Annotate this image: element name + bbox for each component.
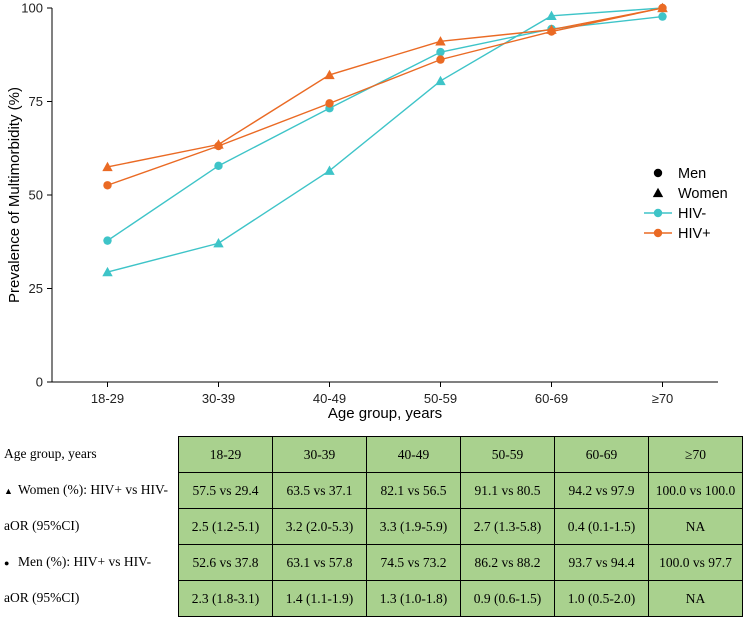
legend-item: Women bbox=[652, 186, 728, 202]
table-row: 2.5 (1.2-5.1) 3.2 (2.0-5.3) 3.3 (1.9-5.9… bbox=[178, 508, 743, 545]
y-axis-title: Prevalence of Multimorbidity (%) bbox=[6, 87, 23, 303]
triangle-icon: ▲ bbox=[4, 486, 13, 496]
chart-series bbox=[102, 2, 668, 277]
data-point bbox=[213, 139, 224, 149]
legend-item: HIV- bbox=[644, 206, 706, 222]
header-cell: ≥70 bbox=[648, 436, 743, 473]
legend-label: Men bbox=[678, 166, 706, 182]
table-cell: 2.5 (1.2-5.1) bbox=[178, 508, 273, 545]
table-row: 52.6 vs 37.8 63.1 vs 57.8 74.5 vs 73.2 8… bbox=[178, 544, 743, 581]
y-tick-label: 50 bbox=[29, 188, 43, 203]
x-tick-label: 30-39 bbox=[202, 391, 235, 406]
data-point bbox=[103, 181, 112, 190]
table-cell: 0.9 (0.6-1.5) bbox=[460, 580, 555, 617]
table-cell: 91.1 vs 80.5 bbox=[460, 472, 555, 509]
circle-icon bbox=[653, 168, 663, 178]
series-hiv-men bbox=[103, 3, 667, 190]
row-label-women-aor: aOR (95%CI) bbox=[4, 518, 80, 533]
triangle-icon bbox=[652, 187, 664, 198]
table-cell: 1.4 (1.1-1.9) bbox=[272, 580, 367, 617]
data-point bbox=[435, 75, 446, 86]
data-point bbox=[324, 69, 335, 80]
table-cell: 3.3 (1.9-5.9) bbox=[366, 508, 461, 545]
table-cell: 1.3 (1.0-1.8) bbox=[366, 580, 461, 617]
data-point bbox=[102, 266, 113, 277]
series-line bbox=[107, 7, 663, 273]
row-label-men-aor: aOR (95%CI) bbox=[4, 590, 80, 605]
series-line bbox=[107, 7, 663, 186]
table-cell: 1.0 (0.5-2.0) bbox=[554, 580, 649, 617]
circle-icon bbox=[653, 208, 663, 218]
table-cell: 86.2 vs 88.2 bbox=[460, 544, 555, 581]
table-cell: 52.6 vs 37.8 bbox=[178, 544, 273, 581]
data-point bbox=[436, 47, 445, 57]
y-tick-label: 0 bbox=[36, 375, 43, 390]
table-row: 2.3 (1.8-3.1) 1.4 (1.1-1.9) 1.3 (1.0-1.8… bbox=[178, 580, 743, 617]
table-cell: 82.1 vs 56.5 bbox=[366, 472, 461, 509]
chart-axes: 0 25 50 75 100 18-29 30-39 40-49 50-59 60-69 ≥70 Ag… bbox=[6, 1, 718, 422]
table-row: 57.5 vs 29.4 63.5 vs 37.1 82.1 vs 56.5 9… bbox=[178, 472, 743, 509]
table-header-row: 18-29 30-39 40-49 50-59 60-69 ≥70 bbox=[178, 436, 743, 473]
data-point bbox=[325, 99, 334, 108]
legend-label: HIV- bbox=[678, 206, 706, 222]
line-chart: 0 25 50 75 100 18-29 30-39 40-49 50-59 60-69 ≥70 Ag… bbox=[6, 1, 728, 423]
x-tick-label: 40-49 bbox=[313, 391, 346, 406]
x-tick-label: 18-29 bbox=[91, 391, 124, 406]
circle-icon: ● bbox=[4, 558, 10, 568]
table-cell: NA bbox=[648, 580, 743, 617]
header-cell: 18-29 bbox=[178, 436, 273, 473]
data-point bbox=[324, 165, 335, 175]
table-cell: 63.1 vs 57.8 bbox=[272, 544, 367, 581]
x-tick-label: 50-59 bbox=[424, 391, 457, 406]
table-header-label: Age group, years bbox=[4, 446, 97, 461]
header-cell: 30-39 bbox=[272, 436, 367, 473]
series-hiv-women bbox=[102, 2, 668, 277]
table-cell: 100.0 vs 100.0 bbox=[648, 472, 743, 509]
circle-icon bbox=[653, 228, 663, 238]
table-cell: 93.7 vs 94.4 bbox=[554, 544, 649, 581]
legend-label: Women bbox=[678, 186, 728, 202]
y-tick-label: 25 bbox=[29, 281, 43, 296]
header-cell: 60-69 bbox=[554, 436, 649, 473]
table-cell: NA bbox=[648, 508, 743, 545]
x-tick-label: 60-69 bbox=[535, 391, 568, 406]
data-point bbox=[214, 161, 223, 171]
series-hiv-women bbox=[102, 2, 668, 172]
data-point bbox=[435, 36, 446, 46]
table-cell: 2.3 (1.8-3.1) bbox=[178, 580, 273, 617]
y-tick-label: 100 bbox=[21, 1, 43, 16]
table-cell: 2.7 (1.3-5.8) bbox=[460, 508, 555, 545]
data-point bbox=[436, 55, 445, 64]
table-cell: 63.5 vs 37.1 bbox=[272, 472, 367, 509]
data-point bbox=[546, 24, 557, 34]
legend-item: HIV+ bbox=[644, 226, 711, 242]
table-cell: 57.5 vs 29.4 bbox=[178, 472, 273, 509]
row-label-men: ● Men (%): HIV+ vs HIV- bbox=[4, 544, 151, 580]
table-cell: 3.2 (2.0-5.3) bbox=[272, 508, 367, 545]
table-cell: 100.0 vs 97.7 bbox=[648, 544, 743, 581]
data-point bbox=[658, 12, 667, 21]
series-line bbox=[107, 7, 663, 168]
data-point bbox=[657, 2, 668, 13]
x-axis-title: Age group, years bbox=[328, 405, 442, 422]
header-cell: 50-59 bbox=[460, 436, 555, 473]
table-cell: 0.4 (0.1-1.5) bbox=[554, 508, 649, 545]
table-cell: 74.5 vs 73.2 bbox=[366, 544, 461, 581]
y-tick-label: 75 bbox=[29, 94, 43, 109]
table-cell: 94.2 vs 97.9 bbox=[554, 472, 649, 509]
data-point bbox=[102, 161, 113, 172]
header-cell: 40-49 bbox=[366, 436, 461, 473]
data-point bbox=[546, 10, 557, 21]
series-line bbox=[107, 15, 663, 242]
x-tick-label: ≥70 bbox=[652, 391, 674, 406]
series-hiv-men bbox=[103, 12, 667, 245]
chart-legend: Men Women HIV- HIV+ bbox=[644, 166, 728, 242]
data-point bbox=[103, 236, 112, 245]
legend-item: Men bbox=[653, 166, 706, 182]
legend-label: HIV+ bbox=[678, 226, 711, 242]
summary-table: 18-29 30-39 40-49 50-59 60-69 ≥70 57.5 v… bbox=[178, 436, 743, 617]
row-label-women: ▲ Women (%): HIV+ vs HIV- bbox=[4, 472, 168, 508]
data-point bbox=[213, 238, 224, 248]
